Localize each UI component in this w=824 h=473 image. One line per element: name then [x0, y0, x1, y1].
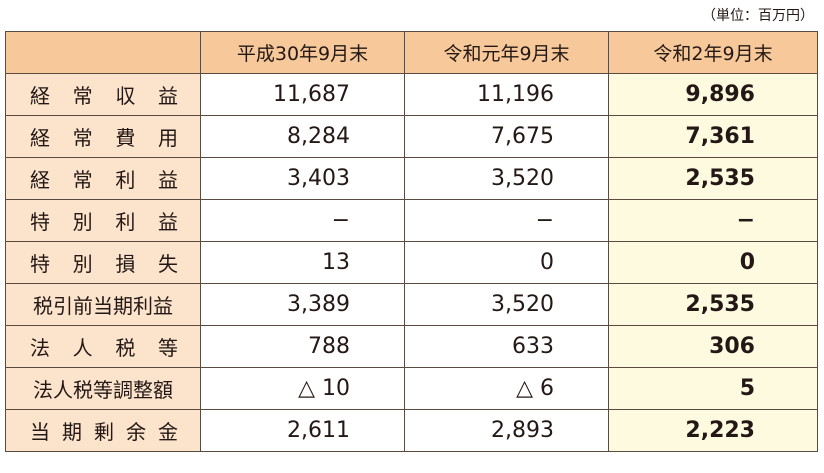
value-r2: 2,535	[608, 283, 818, 326]
row-label: 法人税等調整額	[5, 367, 201, 410]
table-row: 経常収益 11,687 11,196 9,896	[5, 73, 818, 116]
value-h30: 8,284	[200, 115, 405, 158]
value-r1: 3,520	[404, 283, 609, 326]
table-row: 特別利益 − − −	[5, 199, 818, 242]
row-label: 経常費用	[5, 115, 201, 158]
header-r2: 令和2年9月末	[608, 31, 818, 74]
value-h30: △ 10	[200, 367, 405, 410]
value-h30: −	[200, 199, 405, 242]
unit-note: （単位：百万円）	[702, 8, 814, 24]
header-row: 平成30年9月末 令和元年9月末 令和2年9月末	[5, 31, 818, 74]
value-h30: 788	[200, 325, 405, 368]
table-row: 当期剰余金 2,611 2,893 2,223	[5, 409, 818, 452]
value-r2: 5	[608, 367, 818, 410]
row-label: 経常収益	[5, 73, 201, 116]
row-label: 特別利益	[5, 199, 201, 242]
value-h30: 3,389	[200, 283, 405, 326]
value-r1: △ 6	[404, 367, 609, 410]
row-label: 特別損失	[5, 241, 201, 284]
header-h30: 平成30年9月末	[200, 31, 405, 74]
table-row: 経常費用 8,284 7,675 7,361	[5, 115, 818, 158]
table-row: 特別損失 13 0 0	[5, 241, 818, 284]
value-h30: 2,611	[200, 409, 405, 452]
value-r2: 7,361	[608, 115, 818, 158]
value-r1: 7,675	[404, 115, 609, 158]
table-row: 経常利益 3,403 3,520 2,535	[5, 157, 818, 200]
value-r2: 0	[608, 241, 818, 284]
financial-table: 平成30年9月末 令和元年9月末 令和2年9月末 経常収益 11,687 11,19…	[5, 31, 818, 452]
value-r2: 9,896	[608, 73, 818, 116]
value-r2: 2,223	[608, 409, 818, 452]
table-row: 税引前当期利益 3,389 3,520 2,535	[5, 283, 818, 326]
value-r2: 306	[608, 325, 818, 368]
row-label: 税引前当期利益	[5, 283, 201, 326]
value-h30: 13	[200, 241, 405, 284]
value-r1: 0	[404, 241, 609, 284]
row-label: 当期剰余金	[5, 409, 201, 452]
header-blank	[5, 31, 201, 74]
value-r1: 633	[404, 325, 609, 368]
row-label: 法人税等	[5, 325, 201, 368]
value-h30: 3,403	[200, 157, 405, 200]
value-r1: −	[404, 199, 609, 242]
value-r2: 2,535	[608, 157, 818, 200]
header-r1: 令和元年9月末	[404, 31, 609, 74]
value-r1: 3,520	[404, 157, 609, 200]
table-row: 法人税等 788 633 306	[5, 325, 818, 368]
value-h30: 11,687	[200, 73, 405, 116]
value-r1: 11,196	[404, 73, 609, 116]
value-r1: 2,893	[404, 409, 609, 452]
row-label: 経常利益	[5, 157, 201, 200]
value-r2: −	[608, 199, 818, 242]
